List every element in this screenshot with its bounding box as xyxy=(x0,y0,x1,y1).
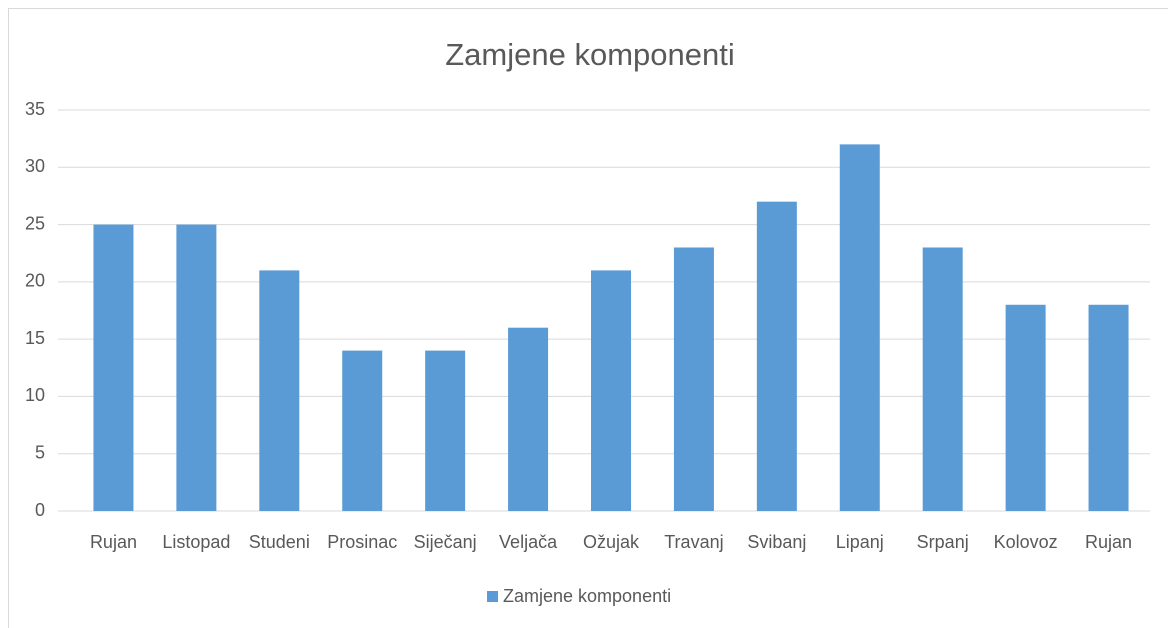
bar xyxy=(591,270,631,511)
x-tick-label: Lipanj xyxy=(836,532,884,552)
bar xyxy=(259,270,300,511)
bar xyxy=(756,201,797,511)
y-tick-label: 5 xyxy=(35,442,45,462)
bar xyxy=(425,350,466,511)
bar xyxy=(673,247,714,511)
y-tick-label: 25 xyxy=(25,213,45,233)
x-tick-label: Studeni xyxy=(249,532,310,552)
bar xyxy=(1088,304,1129,511)
x-tick-label: Listopad xyxy=(162,532,230,552)
x-tick-label: Svibanj xyxy=(747,532,806,552)
bar xyxy=(1005,304,1046,511)
bar xyxy=(176,224,217,512)
x-tick-label: Rujan xyxy=(90,532,137,552)
y-tick-label: 35 xyxy=(25,99,45,119)
x-tick-label: Siječanj xyxy=(414,532,477,552)
y-tick-label: 0 xyxy=(35,500,45,520)
bar xyxy=(508,327,549,511)
y-tick-label: 10 xyxy=(25,385,45,405)
chart-title: Zamjene komponenti xyxy=(445,37,735,72)
bar xyxy=(839,144,880,511)
x-tick-label: Prosinac xyxy=(327,532,397,552)
bar xyxy=(922,247,963,511)
x-tick-label: Ožujak xyxy=(583,532,640,552)
x-tick-label: Veljača xyxy=(499,532,558,552)
bar xyxy=(342,350,383,511)
x-tick-label: Rujan xyxy=(1085,532,1132,552)
y-tick-label: 30 xyxy=(25,156,45,176)
bar xyxy=(93,224,134,512)
y-tick-label: 15 xyxy=(25,328,45,348)
x-tick-label: Travanj xyxy=(664,532,723,552)
x-tick-label: Srpanj xyxy=(917,532,969,552)
legend-label: Zamjene komponenti xyxy=(503,586,671,606)
x-tick-label: Kolovoz xyxy=(994,532,1058,552)
y-tick-label: 20 xyxy=(25,271,45,291)
legend-swatch xyxy=(487,591,498,602)
